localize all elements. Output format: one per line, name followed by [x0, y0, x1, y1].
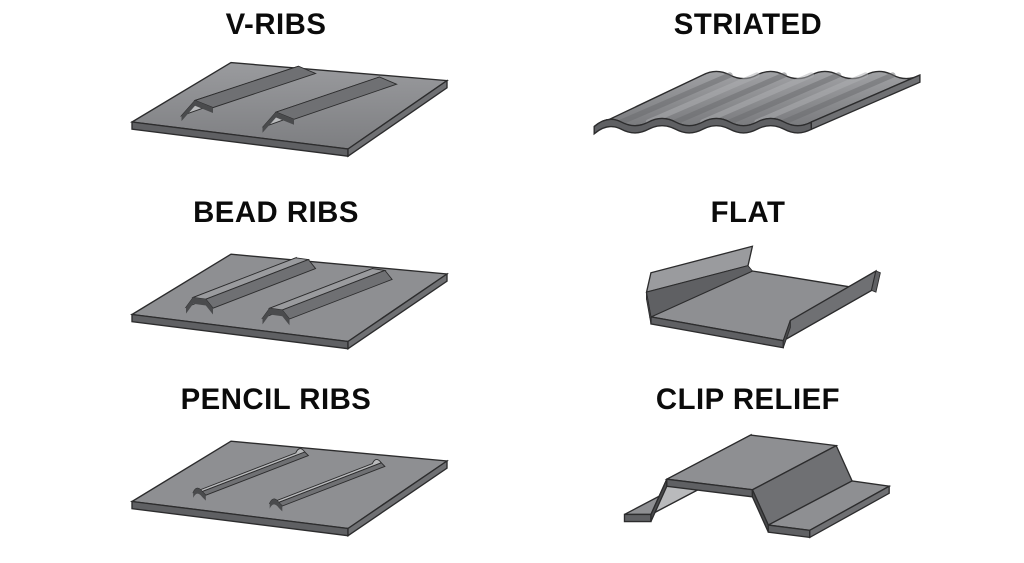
illustration-clip-relief — [598, 423, 898, 553]
profile-grid: V-RIBS — [0, 0, 1024, 563]
illustration-flat — [598, 236, 898, 366]
illustration-pencil-ribs — [96, 423, 456, 553]
label-bead-ribs: BEAD RIBS — [193, 196, 359, 230]
label-v-ribs: V-RIBS — [226, 8, 327, 42]
cell-v-ribs: V-RIBS — [40, 0, 512, 188]
illustration-striated — [558, 48, 938, 178]
cell-bead-ribs: BEAD RIBS — [40, 188, 512, 376]
cell-pencil-ribs: PENCIL RIBS — [40, 375, 512, 563]
cell-striated: STRIATED — [512, 0, 984, 188]
illustration-bead-ribs — [96, 236, 456, 366]
label-striated: STRIATED — [674, 8, 822, 42]
cell-clip-relief: CLIP RELIEF — [512, 375, 984, 563]
label-flat: FLAT — [711, 196, 786, 230]
label-pencil-ribs: PENCIL RIBS — [181, 383, 372, 417]
cell-flat: FLAT — [512, 188, 984, 376]
label-clip-relief: CLIP RELIEF — [656, 383, 840, 417]
illustration-v-ribs — [96, 48, 456, 178]
